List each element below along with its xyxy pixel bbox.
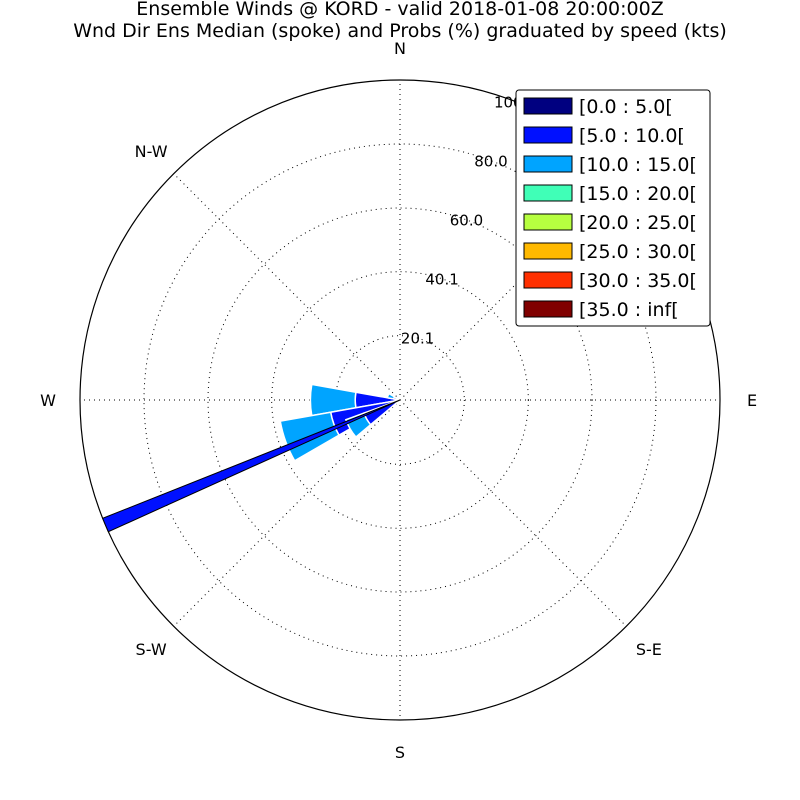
direction-label-e: E xyxy=(747,391,757,410)
wind-bar xyxy=(386,392,396,400)
radial-tick-label: 40.1 xyxy=(425,270,458,288)
legend-entry: [10.0 : 15.0[ xyxy=(579,154,697,176)
median-spoke-bar xyxy=(102,399,401,533)
legend-swatch xyxy=(523,300,573,318)
direction-label-n: N xyxy=(394,39,406,58)
legend-entry: [20.0 : 25.0[ xyxy=(579,212,697,234)
radial-tick-label: 20.1 xyxy=(401,330,434,348)
grid-spoke xyxy=(173,173,401,401)
legend-swatch xyxy=(523,97,573,115)
legend-entry: [15.0 : 20.0[ xyxy=(579,183,697,205)
radial-tick-label: 60.0 xyxy=(450,212,483,230)
wind-bar xyxy=(309,383,357,417)
median-spoke xyxy=(102,399,401,533)
direction-label-w: W xyxy=(40,391,56,410)
legend: [0.0 : 5.0[ [5.0 : 10.0[ [10.0 : 15.0[ [15.… xyxy=(515,89,711,327)
legend-swatch xyxy=(523,184,573,202)
legend-entry: [30.0 : 35.0[ xyxy=(579,270,697,292)
legend-box xyxy=(515,89,711,327)
legend-entry: [35.0 : inf[ xyxy=(579,299,679,321)
legend-entry: [5.0 : 10.0[ xyxy=(579,125,685,147)
legend-swatch xyxy=(523,155,573,173)
grid-spoke xyxy=(173,399,401,627)
grid-ring xyxy=(271,271,529,529)
grid-ring xyxy=(335,335,465,465)
direction-label-s-e: S-E xyxy=(636,640,662,659)
grid-ring xyxy=(207,207,593,593)
legend-swatch xyxy=(523,126,573,144)
legend-swatch xyxy=(523,242,573,260)
legend-swatch xyxy=(523,213,573,231)
outer-ring xyxy=(79,79,721,721)
direction-label-n-w: N-W xyxy=(135,142,168,161)
legend-entry: [0.0 : 5.0[ xyxy=(579,96,673,118)
direction-label-s: S xyxy=(395,743,405,762)
polar-grid xyxy=(79,79,721,721)
legend-swatch xyxy=(523,271,573,289)
grid-spoke xyxy=(399,173,627,401)
chart-title: Ensemble Winds @ KORD - valid 2018-01-08… xyxy=(136,0,663,20)
grid-spoke xyxy=(399,399,627,627)
legend-entry: [25.0 : 30.0[ xyxy=(579,241,697,263)
wind-bars xyxy=(279,383,401,462)
radial-tick-label: 80.0 xyxy=(474,152,507,170)
direction-label-s-w: S-W xyxy=(136,640,167,659)
chart-subtitle: Wnd Dir Ens Median (spoke) and Probs (%)… xyxy=(73,20,727,42)
